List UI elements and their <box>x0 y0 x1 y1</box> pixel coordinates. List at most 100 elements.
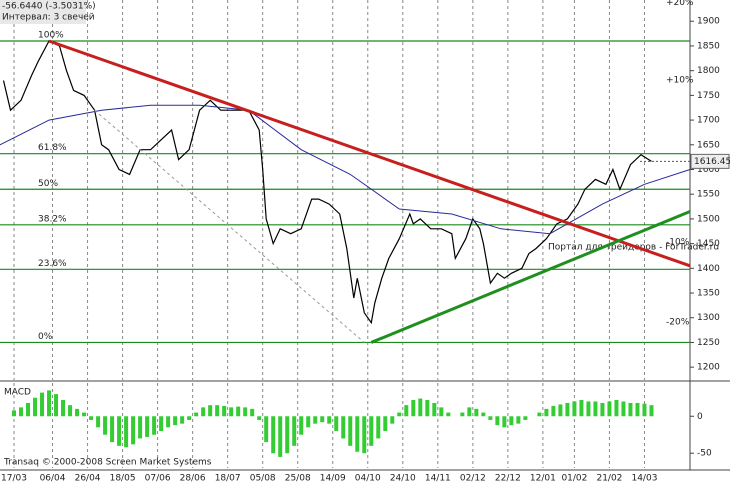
macd-bar <box>341 416 346 439</box>
x-tick-label: 14/09 <box>320 474 346 483</box>
x-tick-label: 05/08 <box>250 474 276 483</box>
macd-bar <box>628 402 633 417</box>
macd-bar <box>579 400 584 417</box>
macd-bar <box>320 416 325 423</box>
macd-bar <box>474 408 479 417</box>
macd-bar <box>82 412 87 417</box>
macd-bar <box>271 416 276 454</box>
price-line <box>0 104 691 235</box>
fib-label: 100% <box>38 31 64 41</box>
macd-bar <box>586 401 591 417</box>
macd-bar <box>635 402 640 417</box>
macd-bar <box>166 416 171 428</box>
fib-label: 50% <box>38 179 58 189</box>
macd-bar <box>446 412 451 417</box>
macd-bar <box>467 407 472 417</box>
macd-bar <box>362 416 367 454</box>
macd-bar <box>159 416 164 432</box>
last-price-label: 1616.45 <box>694 157 730 167</box>
y-tick-label: 1900 <box>697 17 720 27</box>
panel-title: MACD <box>4 388 31 398</box>
macd-bar <box>642 403 647 417</box>
macd-bar <box>89 416 94 420</box>
macd-bar <box>488 416 493 420</box>
macd-bar <box>12 410 17 417</box>
x-tick-label: 18/05 <box>110 474 136 483</box>
macd-bar <box>96 416 101 428</box>
x-tick-label: 25/08 <box>285 474 311 483</box>
macd-bar <box>47 390 52 417</box>
macd-bar <box>285 416 290 454</box>
macd-bar <box>418 398 423 417</box>
x-tick-label: 02/12 <box>460 474 486 483</box>
macd-bar <box>390 416 395 424</box>
macd-bar <box>229 407 234 417</box>
macd-bar <box>124 416 129 448</box>
x-tick-label: 18/07 <box>215 474 241 483</box>
y-tick-label: 1650 <box>697 140 720 150</box>
macd-bar <box>103 416 108 435</box>
y-tick-label: 1500 <box>697 214 720 224</box>
macd-bar <box>544 408 549 417</box>
macd-bar <box>194 412 199 417</box>
macd-bar <box>40 392 45 417</box>
macd-bar <box>383 416 388 432</box>
y-tick-label: 1700 <box>697 116 720 126</box>
y-tick-label: -50 <box>697 449 712 459</box>
x-tick-label: 07/06 <box>145 474 171 483</box>
macd-bar <box>243 407 248 417</box>
x-tick-label: 12/01 <box>530 474 556 483</box>
macd-bar <box>68 405 73 417</box>
x-tick-label: 17/03 <box>1 474 27 483</box>
macd-bar <box>61 400 66 417</box>
macd-bar <box>481 412 486 417</box>
x-tick-label: 22/12 <box>495 474 521 483</box>
y-tick-label: 0 <box>697 412 703 422</box>
macd-bar <box>425 400 430 417</box>
info-box <box>0 0 86 24</box>
macd-bar <box>145 416 150 437</box>
macd-bar <box>19 407 24 417</box>
macd-bar <box>397 412 402 417</box>
macd-bar <box>180 416 185 424</box>
y-tick-label: 1750 <box>697 91 720 101</box>
fib-label: 61.8% <box>38 143 67 153</box>
footer: Transaq © 2000-2008 Screen Market System… <box>3 458 212 468</box>
macd-bar <box>264 416 269 443</box>
trend-line <box>94 109 365 343</box>
macd-bar <box>208 405 213 417</box>
percent-label: -10% <box>666 238 690 248</box>
fib-label: 23.6% <box>38 259 67 269</box>
macd-bar <box>607 401 612 417</box>
macd-bar <box>509 416 514 426</box>
macd-bar <box>26 402 31 417</box>
y-tick-label: 1800 <box>697 66 720 76</box>
macd-bar <box>110 416 115 443</box>
fib-label: 38.2% <box>38 214 67 224</box>
x-tick-label: 28/06 <box>180 474 206 483</box>
macd-bar <box>432 402 437 417</box>
interval-text: Интервал: 3 свечей <box>2 13 95 23</box>
fib-label: 0% <box>38 332 53 342</box>
x-tick-label: 24/10 <box>390 474 416 483</box>
macd-bar <box>299 416 304 435</box>
x-tick-label: 26/04 <box>75 474 101 483</box>
macd-bar <box>460 412 465 417</box>
macd-bar <box>215 405 220 417</box>
percent-label: -20% <box>666 318 690 328</box>
x-tick-label: 04/10 <box>355 474 381 483</box>
macd-bar <box>257 416 262 420</box>
macd-bar <box>33 397 38 417</box>
macd-bar <box>201 407 206 417</box>
x-tick-label: 06/04 <box>40 474 66 483</box>
macd-bar <box>600 402 605 417</box>
y-tick-label: 1300 <box>697 313 720 323</box>
macd-bar <box>152 416 157 435</box>
macd-bar <box>138 416 143 439</box>
macd-bar <box>236 406 241 417</box>
macd-bar <box>355 416 360 452</box>
macd-bar <box>369 416 374 446</box>
macd-bar <box>411 400 416 417</box>
y-tick-label: 1600 <box>697 165 720 175</box>
